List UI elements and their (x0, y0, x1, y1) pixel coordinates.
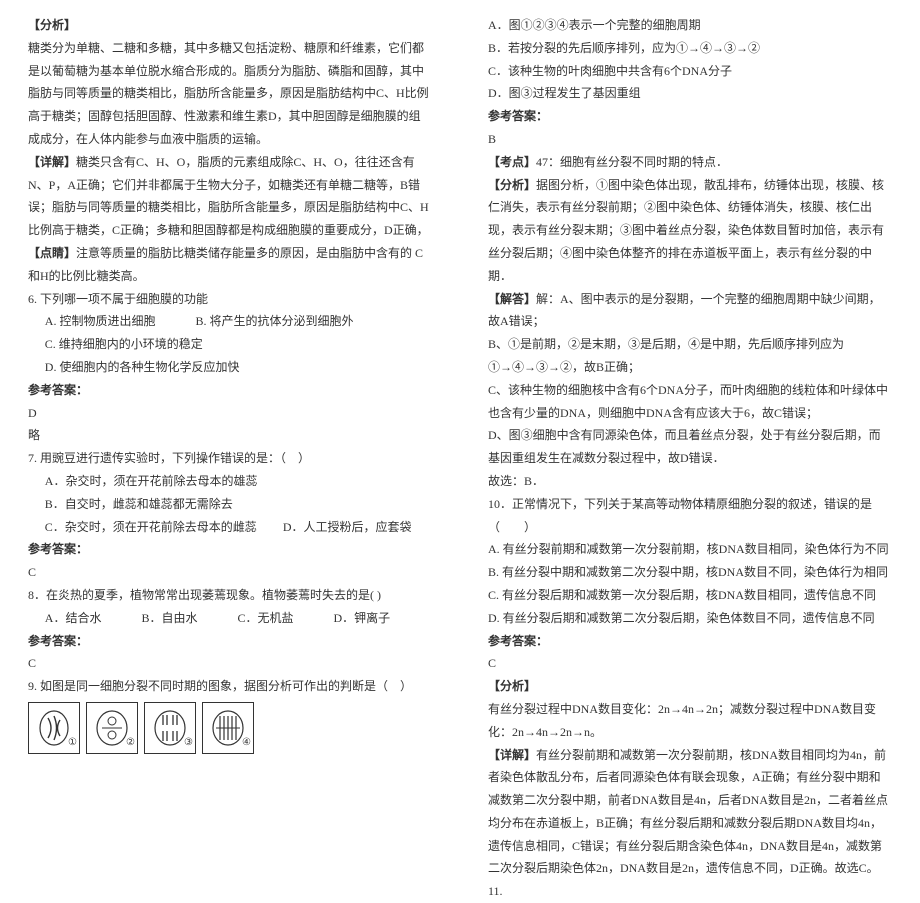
left-column: 【分析】 糖类分为单糖、二糖和多糖，其中多糖又包括淀粉、糖原和纤维素，它们都是以… (0, 8, 460, 643)
q8-answer: C (28, 652, 432, 675)
q8-opt-c: C．无机盐 (237, 607, 293, 630)
q8-options: A．结合水 B．自由水 C．无机盐 D．钾离子 (28, 607, 432, 630)
q7-options: A．杂交时，须在开花前除去母本的雄蕊 B．自交时，雌蕊和雄蕊都无需除去 C．杂交… (28, 470, 432, 538)
q6-stem: 6. 下列哪一项不属于细胞膜的功能 (28, 288, 432, 311)
answer-line: C、该种生物的细胞核中含有6个DNA分子，而叶肉细胞的线粒体和叶绿体中也含有少量… (488, 379, 892, 425)
q9-figures: ① ② ③ ④ (28, 698, 432, 756)
explain-text: 有丝分裂前期和减数第一次分裂前期，核DNA数目相同均为4n，前者染色体散乱分布，… (488, 748, 888, 876)
q7-opt-c: C．杂交时，须在开花前除去母本的雌蕊 (45, 516, 257, 539)
q8-opt-d: D．钾离子 (334, 607, 391, 630)
q6-opt-c: C. 维持细胞内的小环境的稳定 (45, 333, 203, 356)
answer-label: 参考答案： (28, 379, 432, 402)
document-page: 【分析】 糖类分为单糖、二糖和多糖，其中多糖又包括淀粉、糖原和纤维素，它们都是以… (0, 0, 920, 651)
analysis-text: 据图分析，①图中染色体出现，散乱排布，纺锤体出现，核膜、核仁消失，表示有丝分裂前… (488, 178, 884, 283)
answer-label: 参考答案： (28, 630, 432, 653)
q9-opt-b: B．若按分裂的先后顺序排列，应为①→④→③→② (488, 37, 892, 60)
testpoint-text: 47：细胞有丝分裂不同时期的特点． (536, 155, 728, 169)
q9-opt-d: D．图③过程发生了基因重组 (488, 82, 892, 105)
q10-opt-a: A. 有丝分裂前期和减数第一次分裂前期，核DNA数目相同，染色体行为不同 (488, 538, 892, 561)
q8-opt-b: B．自由水 (141, 607, 197, 630)
point-text: 注意等质量的脂肪比糖类储存能量多的原因，是由脂肪中含有的 C和H的比例比糖类高。 (28, 246, 423, 283)
answer-label: 参考答案： (28, 538, 432, 561)
q11-num: 11. (488, 880, 892, 903)
q10-opt-d: D. 有丝分裂后期和减数第二次分裂后期，染色体数目不同，遗传信息不同 (488, 607, 892, 630)
fig-num: ③ (184, 733, 193, 752)
q6-options: A. 控制物质进出细胞 B. 将产生的抗体分泌到细胞外 C. 维持细胞内的小环境… (28, 310, 432, 378)
cell-figure-3: ③ (144, 702, 196, 754)
analysis-text: 有丝分裂过程中DNA数目变化：2n→4n→2n；减数分裂过程中DNA数目变化：2… (488, 698, 892, 744)
testpoint-heading: 【考点】 (488, 155, 536, 169)
q10-opt-c: C. 有丝分裂后期和减数第一次分裂后期，核DNA数目相同，遗传信息不同 (488, 584, 892, 607)
answer-line: D、图③细胞中含有同源染色体，而且着丝点分裂，处于有丝分裂后期，而基因重组发生在… (488, 424, 892, 470)
q6-opt-b: B. 将产生的抗体分泌到细胞外 (195, 310, 353, 333)
q7-opt-b: B．自交时，雌蕊和雄蕊都无需除去 (45, 493, 233, 516)
analysis-heading: 【分析】 (488, 675, 892, 698)
q7-opt-d: D．人工授粉后，应套袋 (283, 516, 412, 539)
point-heading: 【点睛】 (28, 246, 76, 260)
q10-stem: 10．正常情况下，下列关于某高等动物体精原细胞分裂的叙述，错误的是（ ） (488, 493, 892, 539)
explain-text: 糖类只含有C、H、O，脂质的元素组成除C、H、O，往往还含有N、P，A正确；它们… (28, 155, 429, 237)
cell-figure-1: ① (28, 702, 80, 754)
fig-num: ② (126, 733, 135, 752)
explain-heading: 【详解】 (28, 155, 76, 169)
q7-answer: C (28, 561, 432, 584)
fig-num: ④ (242, 733, 251, 752)
q7-stem: 7. 用豌豆进行遗传实验时，下列操作错误的是：（ ） (28, 447, 432, 470)
q8-opt-a: A．结合水 (45, 607, 102, 630)
explain-heading: 【详解】 (488, 748, 536, 762)
q6-opt-d: D. 使细胞内的各种生物化学反应加快 (45, 356, 240, 379)
analysis-text: 糖类分为单糖、二糖和多糖，其中多糖又包括淀粉、糖原和纤维素，它们都是以葡萄糖为基… (28, 37, 432, 151)
q8-stem: 8．在炎热的夏季，植物常常出现萎蔫现象。植物萎蔫时失去的是( ) (28, 584, 432, 607)
analysis-heading: 【分析】 (488, 178, 536, 192)
q7-opt-a: A．杂交时，须在开花前除去母本的雄蕊 (45, 470, 258, 493)
cell-figure-2: ② (86, 702, 138, 754)
q9-opt-c: C．该种生物的叶肉细胞中共含有6个DNA分子 (488, 60, 892, 83)
right-column: A．图①②③④表示一个完整的细胞周期 B．若按分裂的先后顺序排列，应为①→④→③… (460, 8, 920, 643)
answer-line: 故选：B． (488, 470, 892, 493)
q6-answer: D (28, 402, 432, 425)
q10-answer: C (488, 652, 892, 675)
q6-note: 略 (28, 424, 432, 447)
answer-line: B、①是前期，②是末期，③是后期，④是中期，先后顺序排列应为①→④→③→②，故B… (488, 333, 892, 379)
answer-label: 参考答案： (488, 105, 892, 128)
analysis-heading: 【分析】 (28, 14, 432, 37)
answer-heading: 【解答】 (488, 292, 536, 306)
q10-opt-b: B. 有丝分裂中期和减数第二次分裂中期，核DNA数目不同，染色体行为相同 (488, 561, 892, 584)
cell-figure-4: ④ (202, 702, 254, 754)
q9-answer: B (488, 128, 892, 151)
q6-opt-a: A. 控制物质进出细胞 (45, 310, 156, 333)
q9-opt-a: A．图①②③④表示一个完整的细胞周期 (488, 14, 892, 37)
answer-line: 解：A、图中表示的是分裂期，一个完整的细胞周期中缺少间期，故A错误； (488, 292, 881, 329)
fig-num: ① (68, 733, 77, 752)
q9-stem: 9. 如图是同一细胞分裂不同时期的图象，据图分析可作出的判断是（ ） (28, 675, 432, 698)
answer-label: 参考答案： (488, 630, 892, 653)
